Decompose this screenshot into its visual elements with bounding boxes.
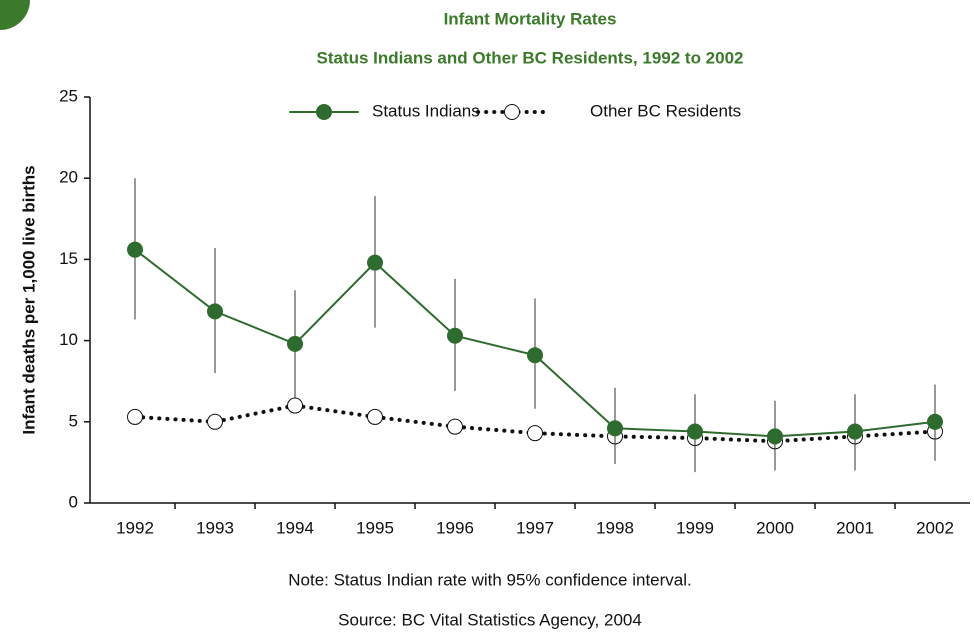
point — [527, 425, 543, 442]
x-tick-label: 1996 — [436, 518, 474, 537]
point — [447, 418, 463, 435]
y-tick-label: 15 — [59, 249, 78, 268]
legend-label: Other BC Residents — [590, 101, 741, 120]
point — [287, 397, 303, 414]
point — [687, 423, 703, 440]
point — [447, 327, 463, 344]
chart-subtitle: Status Indians and Other BC Residents, 1… — [316, 48, 743, 67]
point — [607, 420, 623, 437]
chart-title: Infant Mortality Rates — [444, 9, 617, 28]
x-tick-label: 1998 — [596, 518, 634, 537]
note: Note: Status Indian rate with 95% confid… — [288, 570, 692, 589]
point — [847, 423, 863, 440]
x-tick-label: 1999 — [676, 518, 714, 537]
point — [207, 413, 223, 430]
x-tick-label: 1992 — [116, 518, 154, 537]
point — [927, 413, 943, 430]
point — [287, 335, 303, 352]
point — [127, 241, 143, 258]
x-tick-label: 1997 — [516, 518, 554, 537]
legend-marker — [316, 104, 332, 120]
point — [127, 408, 143, 425]
source: Source: BC Vital Statistics Agency, 2004 — [338, 610, 642, 629]
x-tick-label: 1993 — [196, 518, 234, 537]
y-tick-label: 25 — [59, 86, 78, 105]
y-tick-label: 0 — [69, 492, 78, 511]
legend-marker — [504, 104, 520, 120]
point — [207, 303, 223, 320]
corner-badge — [0, 0, 30, 30]
point — [767, 428, 783, 445]
point — [527, 347, 543, 364]
point — [367, 254, 383, 271]
x-tick-label: 2002 — [916, 518, 954, 537]
y-axis-label: Infant deaths per 1,000 live births — [19, 165, 38, 434]
legend-label: Status Indians — [372, 101, 480, 120]
y-tick-label: 5 — [69, 411, 78, 430]
x-tick-label: 1994 — [276, 518, 314, 537]
x-tick-label: 1995 — [356, 518, 394, 537]
x-tick-label: 2000 — [756, 518, 794, 537]
y-tick-label: 10 — [59, 330, 78, 349]
point — [367, 408, 383, 425]
y-tick-label: 20 — [59, 168, 78, 187]
x-tick-label: 2001 — [836, 518, 874, 537]
